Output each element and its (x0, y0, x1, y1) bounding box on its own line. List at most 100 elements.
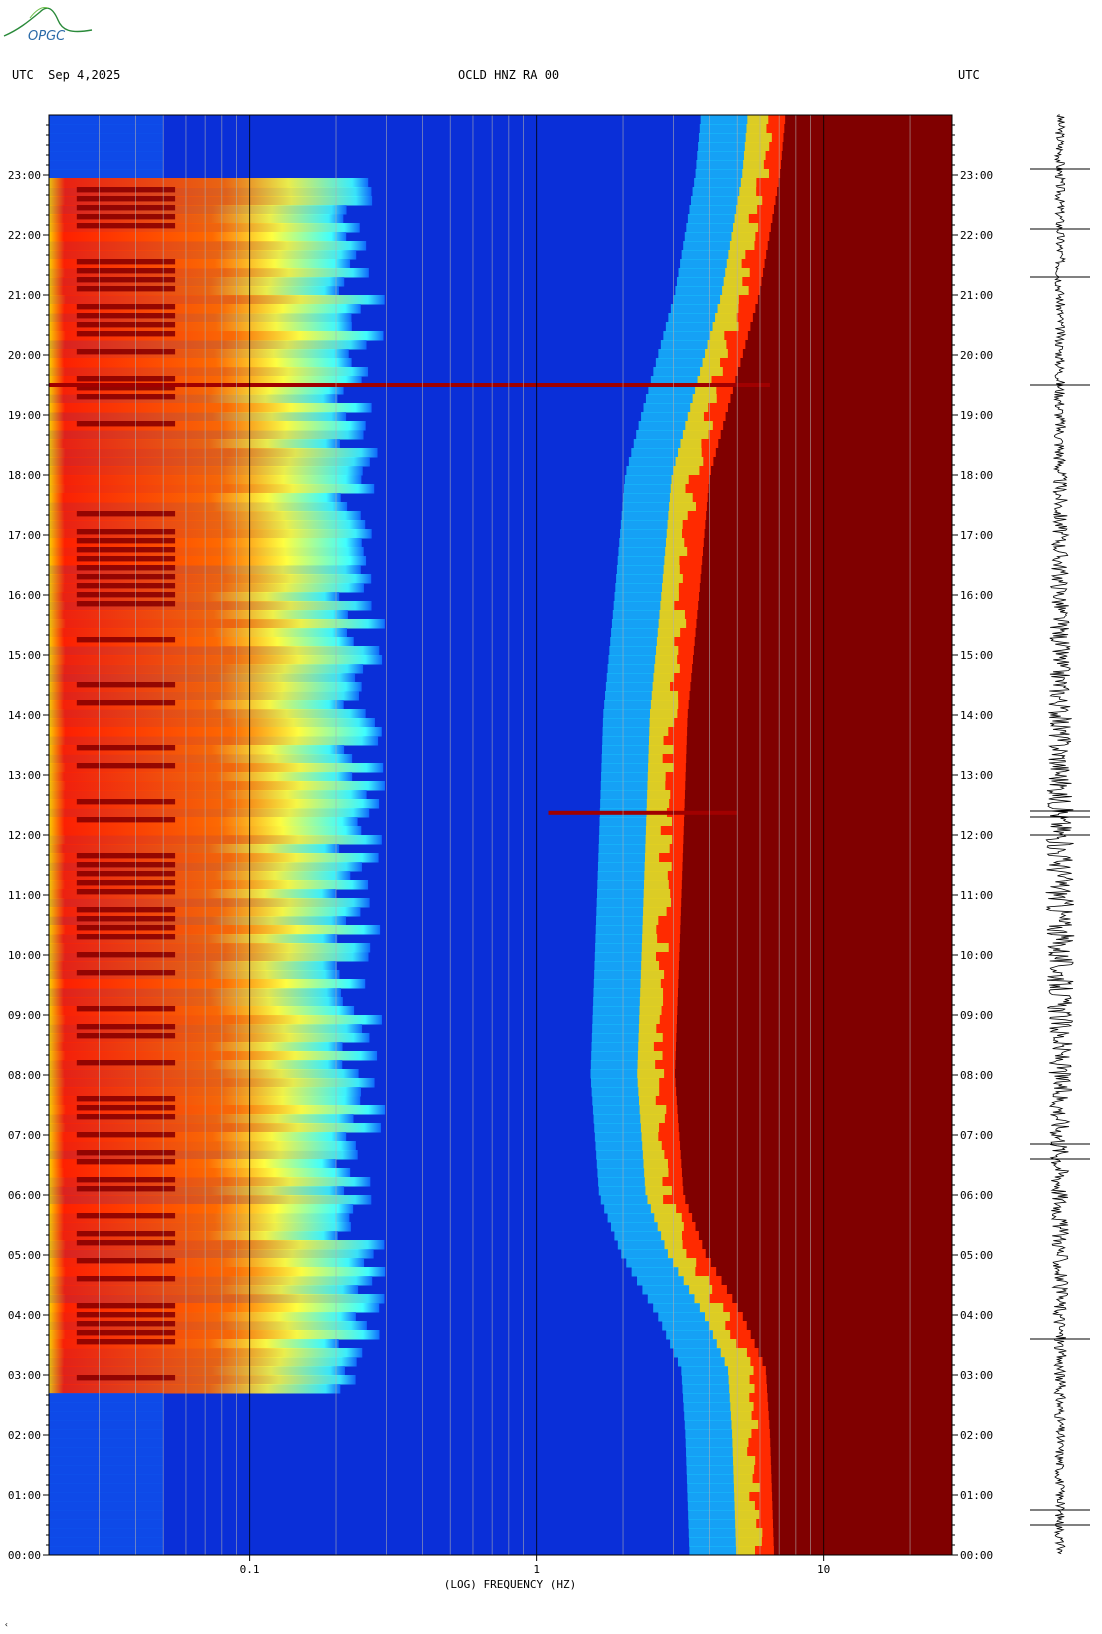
hf-transition-red (725, 1321, 756, 1331)
hf-transition-yellow (735, 1519, 763, 1529)
microseism-band (49, 403, 372, 413)
microseism-band (49, 1159, 337, 1169)
hf-transition-yellow (708, 1321, 737, 1331)
hf-noise-band (683, 1186, 952, 1196)
hf-noise-band (768, 1411, 952, 1421)
hf-transition-yellow (732, 1429, 760, 1439)
hf-transition-cyan (676, 277, 752, 287)
hf-noise-band (769, 1420, 952, 1430)
hf-noise-band (773, 205, 952, 215)
hf-transition-yellow (644, 871, 673, 881)
hf-transition-red (756, 1519, 787, 1529)
microseism-band (49, 322, 352, 332)
hf-noise-band (740, 358, 952, 368)
y-tick-label-left: 15:00 (8, 649, 41, 662)
microseism-band (49, 655, 383, 665)
hf-transition-cyan (621, 1249, 696, 1259)
hf-transition-yellow (734, 1501, 763, 1511)
hf-transition-yellow (656, 646, 684, 656)
y-tick-label-right: 12:00 (960, 829, 993, 842)
hf-transition-cyan (597, 1168, 672, 1178)
microseism-band (49, 637, 354, 647)
quiet-lowfreq (49, 1501, 164, 1511)
microseism-peak (76, 952, 176, 958)
hf-transition-yellow (717, 304, 746, 314)
microseism-peak (76, 196, 176, 202)
hf-transition-red (663, 1195, 694, 1205)
hf-noise-band (725, 412, 952, 422)
hf-transition-cyan (620, 529, 695, 539)
hf-noise-band (684, 808, 952, 818)
hf-noise-band (696, 619, 952, 629)
microseism-peak (76, 799, 176, 805)
hf-transition-red (720, 358, 751, 368)
hf-transition-yellow (647, 1195, 676, 1205)
microseism-band (49, 925, 381, 935)
microseism-band (49, 1294, 385, 1304)
hf-transition-cyan (593, 997, 668, 1007)
hf-noise-band (694, 637, 952, 647)
hf-transition-cyan (591, 1087, 667, 1097)
hf-noise-band (726, 1285, 952, 1295)
hf-transition-yellow (733, 223, 761, 233)
microseism-band (49, 934, 338, 944)
hf-transition-cyan (626, 466, 701, 476)
hf-noise-band (698, 601, 952, 611)
y-tick-label-left: 17:00 (8, 529, 41, 542)
hf-transition-yellow (644, 1168, 672, 1178)
microseism-band (49, 763, 384, 773)
corner-mark: ‹ (4, 1620, 9, 1629)
microseism-band (49, 619, 385, 629)
hf-transition-yellow (651, 691, 680, 701)
microseism-band (49, 502, 348, 512)
hf-transition-cyan (653, 367, 728, 377)
microseism-band (49, 709, 366, 719)
hf-transition-cyan (689, 1546, 764, 1555)
hf-transition-cyan (594, 1132, 670, 1142)
hf-transition-red (660, 826, 691, 836)
hf-transition-cyan (678, 268, 754, 278)
hf-transition-cyan (637, 1276, 712, 1286)
microseism-band (49, 259, 351, 269)
hf-transition-yellow (657, 628, 686, 638)
hf-transition-yellow (639, 1015, 668, 1025)
hf-transition-cyan (623, 493, 698, 503)
microseism-peak (76, 880, 176, 886)
hf-noise-band (770, 1447, 952, 1457)
microseism-band (49, 1213, 350, 1223)
hf-transition-yellow (724, 1357, 753, 1367)
hf-noise-band (700, 574, 952, 584)
hf-transition-red (684, 538, 715, 548)
hf-transition-cyan (595, 934, 670, 944)
hf-noise-band (675, 1078, 952, 1088)
hf-transition-red (748, 1438, 779, 1448)
hf-transition-yellow (642, 934, 670, 944)
hf-transition-cyan (606, 673, 682, 683)
hf-transition-red (736, 1339, 767, 1349)
hf-transition-cyan (689, 205, 764, 215)
hf-noise-band (675, 1060, 952, 1070)
x-tick-label: 1 (533, 1563, 540, 1576)
hf-noise-band (764, 259, 952, 269)
microseism-peak (76, 1258, 176, 1264)
hf-transition-red (659, 1087, 690, 1097)
hf-transition-cyan (597, 880, 672, 890)
hf-noise-band (705, 1249, 952, 1259)
hf-transition-yellow (680, 439, 709, 449)
y-tick-label-right: 21:00 (960, 289, 993, 302)
hf-transition-red (679, 565, 710, 575)
hf-transition-yellow (637, 1078, 666, 1088)
hf-transition-cyan (592, 1024, 667, 1034)
hf-noise-band (681, 889, 952, 899)
hf-transition-red (665, 772, 696, 782)
hf-transition-cyan (617, 556, 693, 566)
microseism-band (49, 790, 367, 800)
hf-transition-cyan (590, 1060, 666, 1070)
microseism-band (49, 808, 370, 818)
hf-transition-red (711, 376, 742, 386)
microseism-band (49, 178, 369, 188)
hf-noise-band (710, 1258, 952, 1268)
hf-noise-band (735, 376, 952, 386)
y-tick-label-left: 09:00 (8, 1009, 41, 1022)
hf-transition-yellow (642, 916, 671, 926)
